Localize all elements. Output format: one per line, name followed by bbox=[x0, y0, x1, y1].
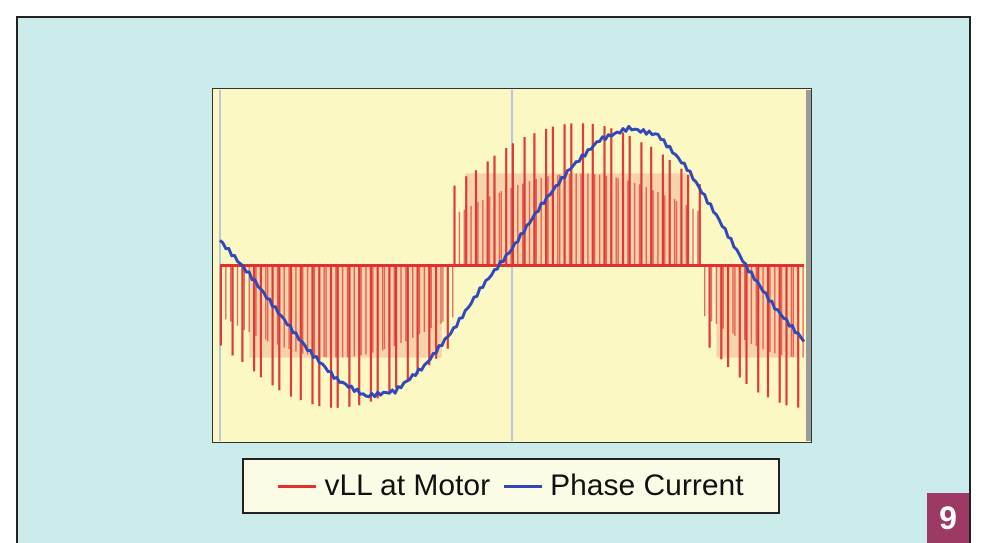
legend-swatch-current bbox=[504, 484, 543, 488]
legend-swatch-vll bbox=[278, 484, 317, 488]
legend-label-vll: vLL at Motor bbox=[324, 469, 491, 502]
phase-current-line bbox=[219, 124, 806, 399]
plot-area bbox=[212, 88, 812, 443]
vll-series bbox=[219, 123, 804, 408]
vll-band bbox=[249, 265, 442, 358]
figure-panel: vLL at Motor Phase Current 9 bbox=[16, 16, 971, 543]
legend-label-current: Phase Current bbox=[550, 469, 744, 502]
plot-right-edge bbox=[806, 90, 811, 441]
legend-item-vll: vLL at Motor bbox=[278, 469, 490, 503]
legend: vLL at Motor Phase Current bbox=[242, 458, 780, 514]
figure-number-badge: 9 bbox=[927, 493, 969, 543]
legend-item-current: Phase Current bbox=[504, 469, 744, 503]
